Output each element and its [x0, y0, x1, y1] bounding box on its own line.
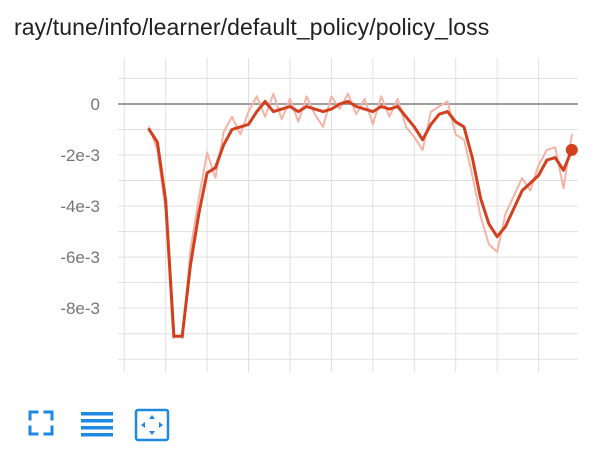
data-point	[470, 156, 474, 160]
grid	[118, 58, 578, 372]
y-tick-label: -4e-3	[60, 197, 100, 216]
data-point	[305, 105, 309, 109]
data-point	[338, 102, 342, 106]
data-point	[412, 125, 416, 129]
data-point	[247, 122, 251, 126]
y-tick-label: -6e-3	[60, 248, 100, 267]
data-point	[329, 107, 333, 111]
data-point	[404, 115, 408, 119]
data-point	[189, 263, 193, 267]
data-point	[164, 199, 168, 203]
y-tick-label: -8e-3	[60, 299, 100, 318]
fullscreen-icon	[28, 410, 54, 436]
data-point	[553, 156, 557, 160]
data-point	[155, 140, 159, 144]
data-point	[172, 334, 176, 338]
data-point	[520, 189, 524, 193]
data-point	[503, 224, 507, 228]
data-point	[396, 105, 400, 109]
series	[147, 92, 574, 339]
data-point	[445, 110, 449, 114]
data-point	[387, 107, 391, 111]
data-point	[528, 181, 532, 185]
smoothed-series-line	[147, 99, 574, 338]
fit-to-data-icon	[134, 408, 170, 442]
last-point-marker[interactable]	[565, 143, 578, 156]
fit-domain-button[interactable]	[134, 408, 174, 448]
data-point	[180, 334, 184, 338]
data-point	[321, 110, 325, 114]
y-tick-label: -2e-3	[60, 146, 100, 165]
y-tick-label: 0	[91, 95, 100, 114]
data-point	[288, 105, 292, 109]
data-point	[263, 99, 267, 103]
data-point	[296, 110, 300, 114]
data-point	[437, 112, 441, 116]
data-point	[545, 158, 549, 162]
data-point	[354, 105, 358, 109]
data-point	[487, 222, 491, 226]
data-point	[561, 168, 565, 172]
chart-title: ray/tune/info/learner/default_policy/pol…	[14, 14, 490, 40]
data-point	[222, 143, 226, 147]
data-point	[462, 125, 466, 129]
data-point	[371, 110, 375, 114]
data-point	[346, 99, 350, 103]
fullscreen-button[interactable]	[26, 408, 66, 448]
menu-lines-icon	[81, 412, 113, 437]
data-point	[495, 235, 499, 239]
toggle-log-button[interactable]	[80, 408, 120, 448]
data-point	[147, 127, 151, 131]
data-point	[454, 120, 458, 124]
data-point	[213, 166, 217, 170]
data-points	[147, 99, 578, 338]
data-point	[512, 207, 516, 211]
data-point	[479, 196, 483, 200]
data-point	[238, 125, 242, 129]
data-point	[537, 173, 541, 177]
data-point	[271, 110, 275, 114]
data-point	[421, 138, 425, 142]
data-point	[205, 171, 209, 175]
data-point	[255, 110, 259, 114]
data-point	[230, 127, 234, 131]
data-point	[363, 107, 367, 111]
data-point	[197, 212, 201, 216]
data-point	[429, 122, 433, 126]
data-point	[313, 107, 317, 111]
data-point	[280, 107, 284, 111]
y-axis-ticks: 0 -2e-3 -4e-3 -6e-3 -8e-3	[60, 95, 100, 318]
data-point	[379, 105, 383, 109]
